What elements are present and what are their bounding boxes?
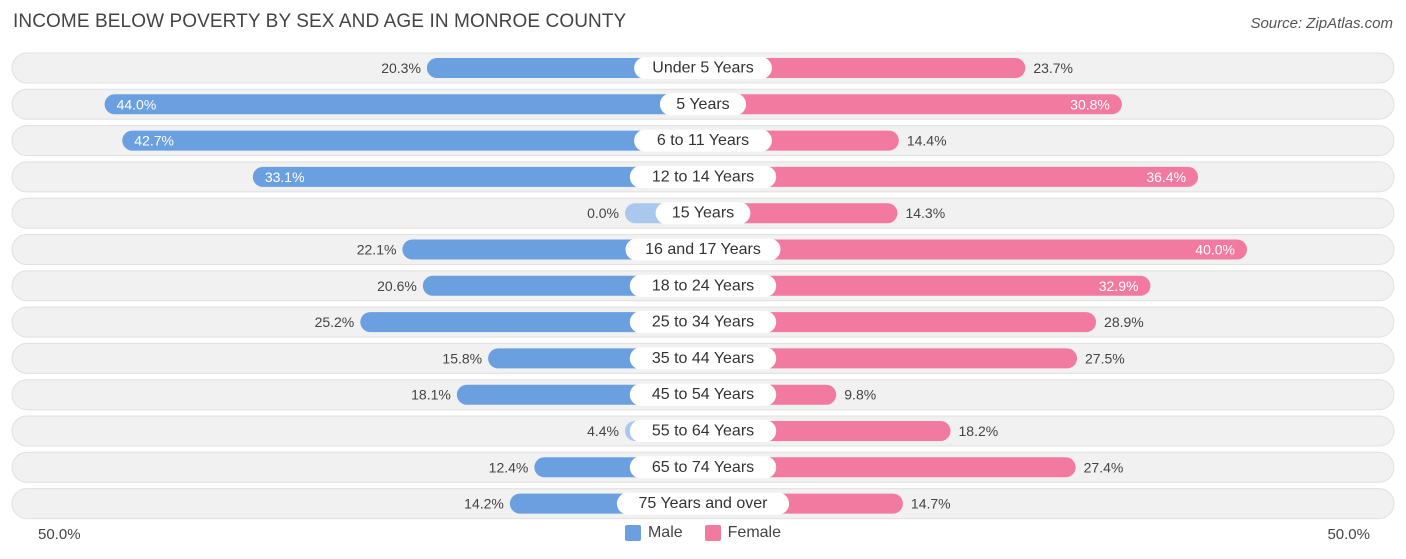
female-value-label: 32.9% [1099,278,1139,294]
male-bar[interactable] [426,58,703,78]
male-bar[interactable] [122,130,703,151]
female-value-label: 9.8% [844,387,876,403]
female-value-label: 28.9% [1104,314,1144,330]
female-bar[interactable] [703,166,1199,187]
female-value-label: 27.5% [1085,350,1125,366]
male-value-label: 22.1% [357,242,397,258]
category-label-background [655,202,751,225]
category-label-background [625,238,781,261]
male-value-label: 4.4% [587,423,619,439]
category-label: 12 to 14 Years [652,168,754,185]
category-label-background [629,311,777,334]
legend-swatch-male [624,525,641,541]
category-label-background [659,93,747,116]
legend: Male Female [0,524,1406,542]
category-label: 16 and 17 Years [645,241,761,258]
axis-right-label: 50.0% [1327,526,1370,543]
female-value-label: 18.2% [959,423,999,439]
female-value-label: 23.7% [1033,60,1073,76]
category-label: 35 to 44 Years [652,350,754,367]
category-label-background [629,274,777,297]
category-label-background [616,492,790,515]
axis-left-label: 50.0% [38,526,81,543]
female-bar[interactable] [703,457,1076,478]
female-bar[interactable] [703,312,1097,333]
female-value-label: 36.4% [1146,169,1186,185]
category-label-background [634,129,772,152]
female-value-label: 40.0% [1195,242,1235,258]
male-value-label: 20.6% [377,278,417,294]
legend-item-female[interactable]: Female [704,524,782,542]
chart-title: INCOME BELOW POVERTY BY SEX AND AGE IN M… [13,11,627,32]
male-value-label: 42.7% [134,133,174,149]
female-value-label: 14.4% [907,133,947,149]
male-value-label: 15.8% [442,350,482,366]
male-value-label: 0.0% [587,205,619,221]
female-bar[interactable] [703,94,1122,115]
legend-item-male[interactable]: Male [624,524,683,542]
female-bar[interactable] [703,239,1247,260]
female-bar[interactable] [703,203,898,224]
male-value-label: 20.3% [381,60,421,76]
category-label: 65 to 74 Years [652,459,754,476]
legend-swatch-female [704,525,721,541]
category-label: 5 Years [676,96,729,113]
source-label: Source: ZipAtlas.com [1250,15,1393,32]
male-value-label: 18.1% [411,387,451,403]
female-value-label: 14.3% [905,205,945,221]
category-label-background [629,347,777,370]
female-value-label: 27.4% [1084,459,1124,475]
category-label: 55 to 64 Years [652,423,754,440]
category-label: 25 to 34 Years [652,314,754,331]
category-label-background [629,165,777,188]
category-label-background [634,57,772,79]
male-bar[interactable] [360,312,703,333]
female-bar[interactable] [703,58,1026,78]
female-value-label: 30.8% [1070,96,1110,112]
male-value-label: 44.0% [117,96,157,112]
category-label: 45 to 54 Years [652,386,754,403]
female-bar[interactable] [703,275,1151,296]
male-value-label: 12.4% [489,459,529,475]
category-label-background [629,456,777,479]
chart-area: 20.3% 23.7% Under 5 Years 44.0% 30.8% 5 Years… [11,52,1395,520]
male-value-label: 14.2% [464,496,504,512]
category-label: 18 to 24 Years [652,277,754,294]
female-value-label: 14.7% [911,496,951,512]
legend-label-female: Female [727,524,782,541]
category-label: 6 to 11 Years [657,132,749,149]
category-label-background [629,420,777,442]
category-label: 15 Years [672,205,734,222]
category-label: Under 5 Years [652,60,753,77]
male-bar[interactable] [104,94,704,115]
male-bar[interactable] [252,166,703,187]
female-bar[interactable] [703,348,1077,369]
category-label: 75 Years and over [639,495,769,512]
male-value-label: 25.2% [315,314,355,330]
legend-label-male: Male [647,524,683,541]
category-label-background [629,383,777,406]
male-value-label: 33.1% [265,169,305,185]
